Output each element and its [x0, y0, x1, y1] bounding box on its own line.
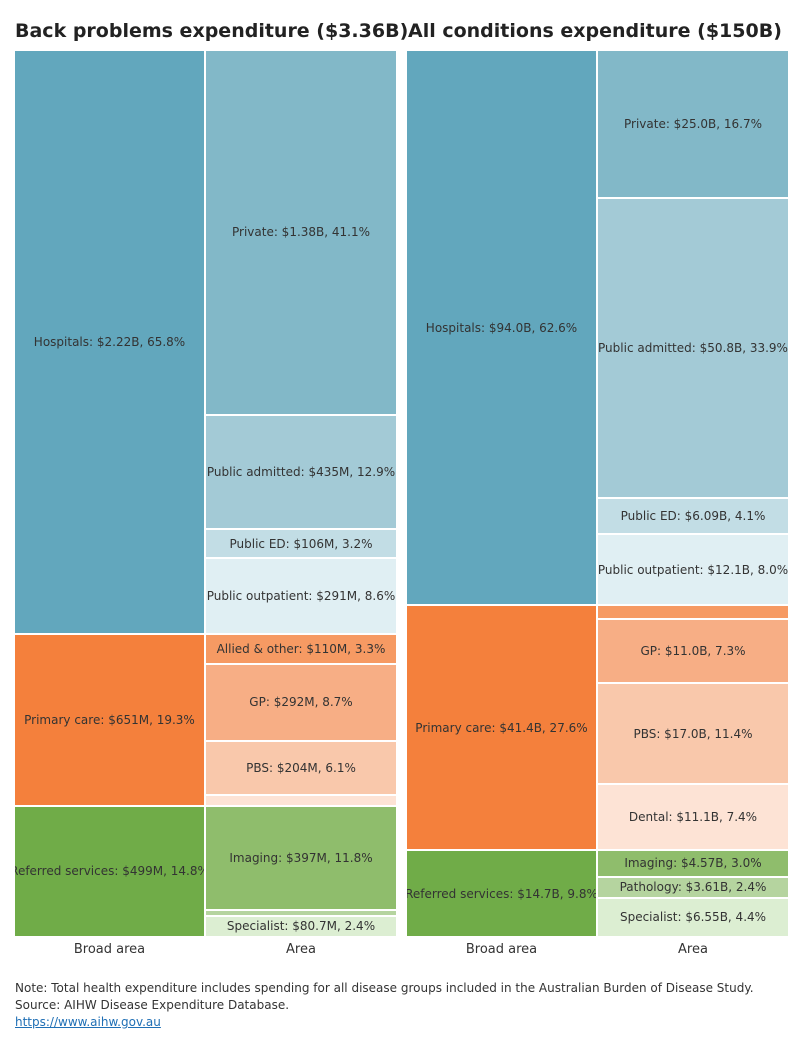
area-rect-pathology[interactable]: [205, 910, 397, 916]
area-rect-gp[interactable]: GP: $292M, 8.7%: [205, 663, 397, 741]
broad-rect-hospitals[interactable]: Hospitals: $2.22B, 65.8%: [14, 50, 205, 635]
area-label: Private: $25.0B, 16.7%: [623, 116, 763, 131]
area-label: PBS: $17.0B, 11.4%: [633, 726, 753, 741]
area-rect-gp[interactable]: GP: $11.0B, 7.3%: [597, 618, 789, 684]
chart-title-all-conditions: All conditions expenditure ($150B): [408, 20, 782, 42]
area-rect-public-admitted[interactable]: Public admitted: $435M, 12.9%: [205, 414, 397, 530]
area-label: Public admitted: $435M, 12.9%: [206, 465, 396, 480]
area-rect-allied-other[interactable]: [597, 605, 789, 619]
area-rect-public-outpatient[interactable]: Public outpatient: $12.1B, 8.0%: [597, 534, 789, 606]
area-label: GP: $292M, 8.7%: [249, 695, 353, 710]
area-rect-specialist[interactable]: Specialist: $80.7M, 2.4%: [205, 915, 397, 937]
area-rect-private[interactable]: Private: $25.0B, 16.7%: [597, 50, 789, 198]
area-rect-pbs[interactable]: PBS: $204M, 6.1%: [205, 740, 397, 795]
axis-label-area-back: Area: [286, 942, 316, 957]
area-label: Specialist: $80.7M, 2.4%: [226, 919, 376, 934]
area-label: Imaging: $397M, 11.8%: [229, 850, 373, 865]
broad-label: Referred services: $14.7B, 9.8%: [406, 886, 597, 901]
area-label: Imaging: $4.57B, 3.0%: [624, 856, 762, 871]
area-rect-private[interactable]: Private: $1.38B, 41.1%: [205, 50, 397, 415]
broad-label: Referred services: $499M, 14.8%: [14, 864, 205, 879]
broad-rect-referred[interactable]: Referred services: $14.7B, 9.8%: [406, 850, 597, 937]
axis-label-broad-area-all: Broad area: [465, 942, 538, 957]
area-label: Allied & other: $110M, 3.3%: [216, 641, 386, 656]
area-rect-pathology[interactable]: Pathology: $3.61B, 2.4%: [597, 876, 789, 898]
broad-rect-primary-care[interactable]: Primary care: $651M, 19.3%: [14, 634, 205, 806]
axis-label-area-all: Area: [678, 942, 708, 957]
area-rect-imaging[interactable]: Imaging: $4.57B, 3.0%: [597, 850, 789, 877]
broad-label: Hospitals: $94.0B, 62.6%: [425, 320, 578, 335]
area-rect-dental[interactable]: Dental: $11.1B, 7.4%: [597, 784, 789, 851]
area-rect-public-admitted[interactable]: Public admitted: $50.8B, 33.9%: [597, 197, 789, 499]
broad-rect-referred[interactable]: Referred services: $499M, 14.8%: [14, 805, 205, 937]
area-label: Public ED: $6.09B, 4.1%: [620, 509, 766, 524]
area-label: Specialist: $6.55B, 4.4%: [619, 910, 767, 925]
area-label: Public outpatient: $291M, 8.6%: [206, 589, 396, 604]
area-rect-public-ed[interactable]: Public ED: $106M, 3.2%: [205, 529, 397, 558]
area-rect-public-ed[interactable]: Public ED: $6.09B, 4.1%: [597, 498, 789, 535]
treemap-all-conditions: Hospitals: $94.0B, 62.6% Private: $25.0B,…: [406, 50, 789, 937]
area-label: Private: $1.38B, 41.1%: [231, 225, 371, 240]
axis-label-broad-area-back: Broad area: [73, 942, 146, 957]
broad-label: Primary care: $651M, 19.3%: [24, 712, 195, 727]
broad-label: Hospitals: $2.22B, 65.8%: [33, 335, 186, 350]
broad-rect-primary-care[interactable]: Primary care: $41.4B, 27.6%: [406, 605, 597, 851]
area-label: Public outpatient: $12.1B, 8.0%: [597, 562, 789, 577]
area-rect-imaging[interactable]: Imaging: $397M, 11.8%: [205, 805, 397, 911]
chart-title-back-problems: Back problems expenditure ($3.36B): [15, 20, 409, 42]
area-label: Dental: $11.1B, 7.4%: [628, 810, 758, 825]
treemap-back-problems: Hospitals: $2.22B, 65.8% Private: $1.38B,…: [14, 50, 397, 937]
area-label: PBS: $204M, 6.1%: [246, 760, 356, 775]
area-rect-public-outpatient[interactable]: Public outpatient: $291M, 8.6%: [205, 557, 397, 635]
area-rect-dental[interactable]: [205, 794, 397, 806]
area-rect-allied-other[interactable]: Allied & other: $110M, 3.3%: [205, 634, 397, 664]
area-label: GP: $11.0B, 7.3%: [640, 643, 746, 658]
area-rect-pbs[interactable]: PBS: $17.0B, 11.4%: [597, 683, 789, 785]
broad-label: Primary care: $41.4B, 27.6%: [415, 720, 588, 735]
footer-link[interactable]: https://www.aihw.gov.au: [15, 1015, 161, 1029]
area-rect-specialist[interactable]: Specialist: $6.55B, 4.4%: [597, 897, 789, 937]
area-label: Public ED: $106M, 3.2%: [229, 536, 373, 551]
broad-rect-hospitals[interactable]: Hospitals: $94.0B, 62.6%: [406, 50, 597, 606]
footer-source: Source: AIHW Disease Expenditure Databas…: [15, 998, 290, 1012]
area-label: Public admitted: $50.8B, 33.9%: [598, 340, 788, 355]
area-label: Pathology: $3.61B, 2.4%: [619, 880, 767, 895]
footer-note: Note: Total health expenditure includes …: [15, 981, 754, 995]
